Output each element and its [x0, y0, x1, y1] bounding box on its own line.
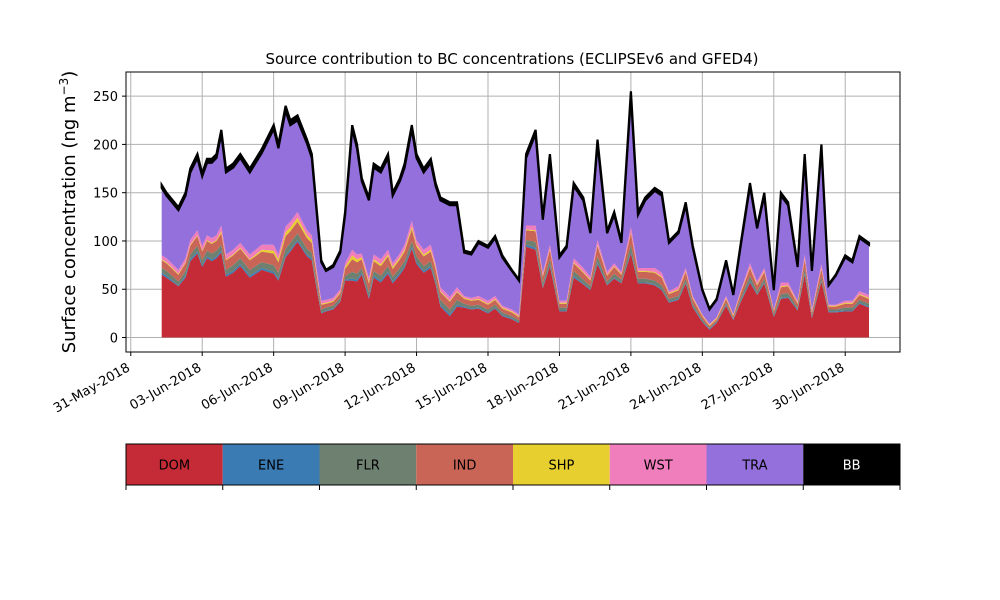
y-axis: 0 50 100 150 200 250	[93, 90, 126, 347]
legend-label-wst: WST	[644, 459, 673, 474]
plot-frame	[125, 71, 901, 353]
x-tick-label: 12-Jun-2018	[342, 360, 419, 413]
legend-swatch-ind	[416, 444, 513, 485]
area-tra	[161, 96, 869, 324]
legend-label-dom: DOM	[159, 459, 190, 474]
x-tick-label: 15-Jun-2018	[413, 360, 490, 413]
legend-swatch-ene	[222, 444, 320, 485]
legend-label-bb: BB	[843, 459, 861, 474]
y-tick-label: 50	[101, 283, 118, 298]
legend-label-flr: FLR	[356, 459, 380, 474]
x-tick-label: 24-Jun-2018	[628, 360, 705, 413]
y-tick-label: 200	[93, 138, 118, 153]
legend-swatch-flr	[319, 444, 417, 485]
y-tick-label: 100	[93, 235, 118, 250]
y-tick-label: 0	[110, 332, 118, 347]
stacked-areas	[160, 91, 871, 338]
y-tick-label: 250	[93, 90, 118, 105]
legend-swatch-tra	[706, 444, 804, 485]
legend-swatch-wst	[609, 444, 707, 485]
x-tick-label: 03-Jun-2018	[127, 360, 204, 413]
area-bb	[160, 91, 871, 312]
area-ind	[161, 221, 869, 328]
x-tick-label: 30-Jun-2018	[770, 360, 847, 413]
x-tick-label: 09-Jun-2018	[270, 360, 347, 413]
legend-label-tra: TRA	[741, 459, 767, 474]
x-tick-label: 21-Jun-2018	[556, 360, 633, 413]
legend-label-shp: SHP	[548, 459, 574, 474]
x-tick-label: 31-May-2018	[51, 360, 133, 416]
y-tick-label: 150	[93, 187, 118, 202]
x-tick-label: 06-Jun-2018	[199, 360, 276, 413]
x-axis: 31-May-201803-Jun-201806-Jun-201809-Jun-…	[51, 352, 847, 416]
legend-swatch-shp	[513, 444, 610, 485]
area-dom	[161, 241, 869, 338]
legend: DOM ENE FLR IND SHP WST TRA BB	[125, 443, 901, 490]
legend-swatch-dom	[126, 444, 223, 485]
legend-label-ene: ENE	[258, 459, 284, 474]
x-tick-label: 27-Jun-2018	[699, 360, 776, 413]
x-tick-label: 18-Jun-2018	[485, 360, 562, 413]
chart-title: Source contribution to BC concentrations…	[265, 50, 758, 68]
y-axis-label: Surface concentration (ng m−3)	[57, 71, 80, 354]
legend-label-ind: IND	[453, 459, 477, 474]
legend-swatch-bb	[803, 444, 900, 485]
